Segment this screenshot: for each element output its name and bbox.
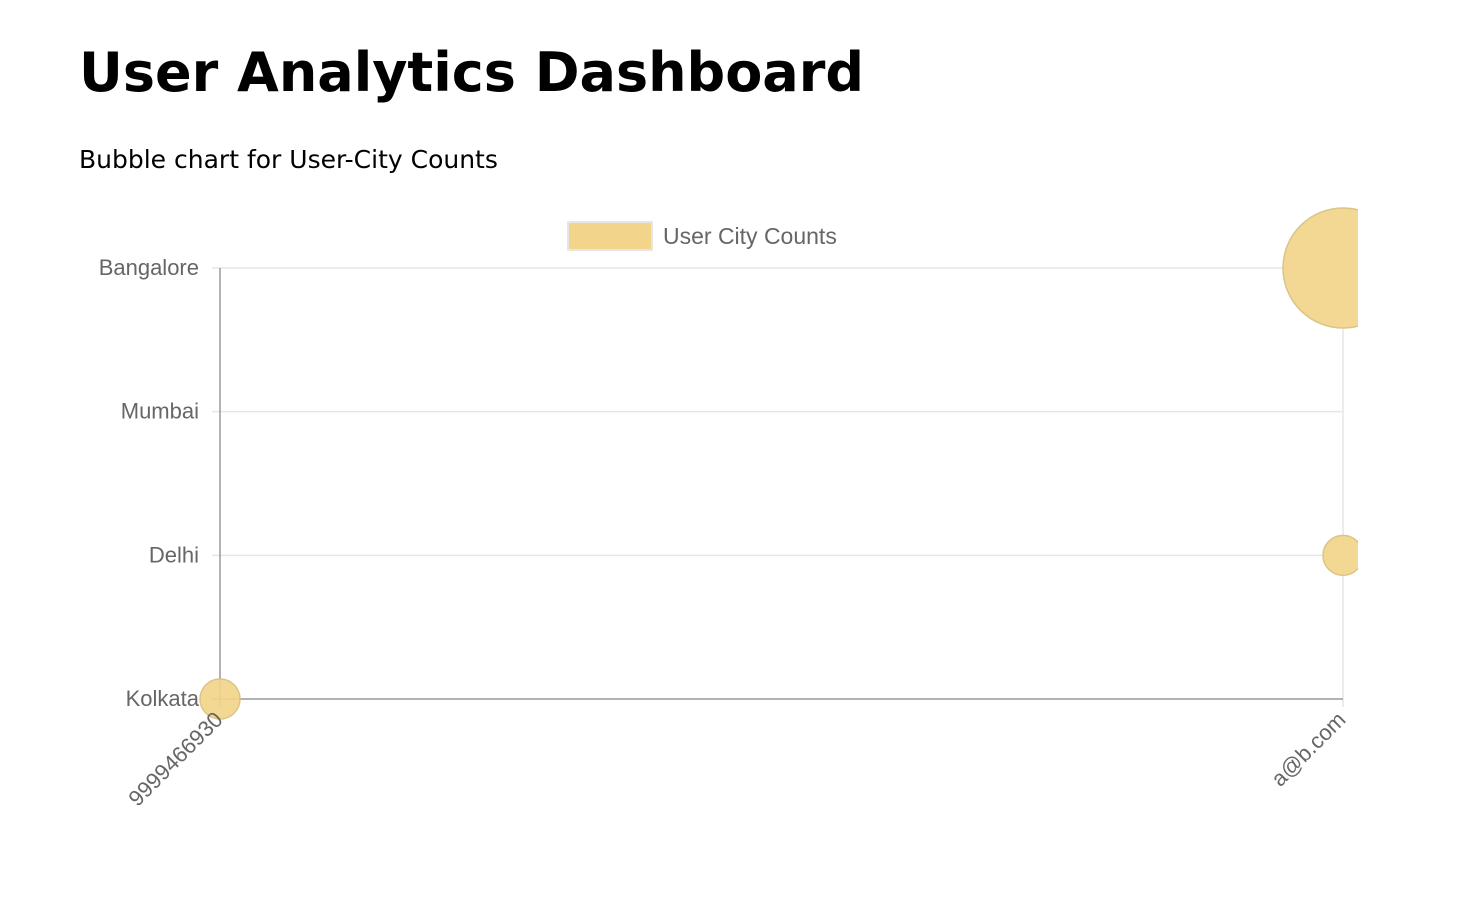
y-tick-label-mumbai: Mumbai — [121, 399, 199, 424]
page-subtitle: Bubble chart for User-City Counts — [79, 145, 498, 174]
y-tick-label-kolkata: Kolkata — [126, 686, 200, 711]
legend[interactable]: User City Counts — [567, 221, 837, 251]
bubble-abcom-bangalore — [1282, 207, 1358, 329]
grid-lines — [212, 267, 1344, 707]
legend-swatch — [567, 221, 653, 251]
bubbles — [199, 207, 1358, 720]
x-tick-label-0: 9999466930 — [123, 707, 227, 811]
y-tick-label-delhi: Delhi — [149, 542, 199, 567]
legend-label: User City Counts — [663, 223, 837, 249]
y-tick-label-bangalore: Bangalore — [99, 255, 199, 280]
page-title: User Analytics Dashboard — [79, 41, 865, 104]
bubble-abcom-delhi — [1322, 534, 1358, 577]
bubble-9999466930-kolkata — [199, 678, 241, 720]
axes — [212, 268, 1343, 707]
x-tick-label-1: a@b.com — [1266, 707, 1350, 791]
tick-labels: Kolkata Delhi Mumbai Bangalore 9999466930 a@b… — [99, 255, 1351, 811]
